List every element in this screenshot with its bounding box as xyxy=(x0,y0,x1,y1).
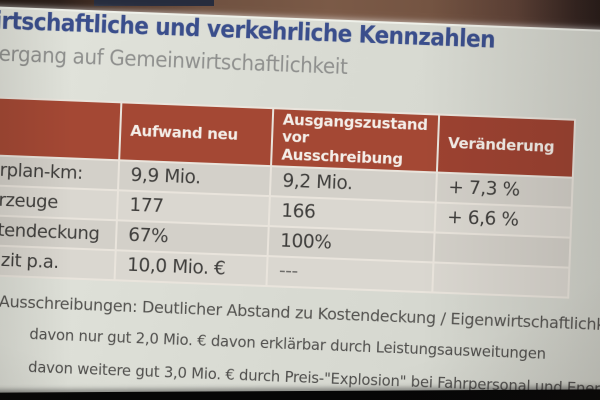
cell-aufwand-neu: 177 xyxy=(117,191,269,225)
column-header-ausgangszustand: Ausgangszustand vor Ausschreibung xyxy=(272,109,439,172)
cell-ausgangszustand: 9,2 Mio. xyxy=(270,166,436,202)
cell-ausgangszustand: 166 xyxy=(269,196,435,232)
column-header-empty xyxy=(0,97,121,160)
cell-veraenderung xyxy=(433,263,569,297)
slide: Wirtschaftliche und verkehrliche Kennzah… xyxy=(0,5,600,400)
cell-ausgangszustand: --- xyxy=(267,256,433,292)
row-label: Defizit p.a. xyxy=(0,244,115,279)
cell-veraenderung: + 6,6 % xyxy=(435,203,571,237)
cell-ausgangszustand: 100% xyxy=(268,226,434,262)
row-label: Kostendeckung xyxy=(0,214,116,249)
cell-veraenderung: + 7,3 % xyxy=(436,173,572,207)
row-label: Fahrplan-km: xyxy=(0,154,119,189)
cell-veraenderung xyxy=(434,233,570,267)
cell-aufwand-neu: 10,0 Mio. € xyxy=(115,251,267,285)
row-label: Fahrzeuge xyxy=(0,184,117,219)
note-line: davon nur gut 2,0 Mio. € davon erklärbar… xyxy=(29,325,547,363)
column-header-aufwand-neu: Aufwand neu xyxy=(120,103,273,165)
column-header-veraenderung: Veränderung xyxy=(437,115,575,177)
cell-aufwand-neu: 9,9 Mio. xyxy=(119,161,271,195)
slide-subtitle: Übergang auf Gemeinwirtschaftlichkeit xyxy=(0,40,348,79)
kpi-table: Aufwand neu Ausgangszustand vor Ausschre… xyxy=(0,95,577,299)
cell-aufwand-neu: 67% xyxy=(116,221,268,255)
ceiling-object xyxy=(94,0,214,6)
